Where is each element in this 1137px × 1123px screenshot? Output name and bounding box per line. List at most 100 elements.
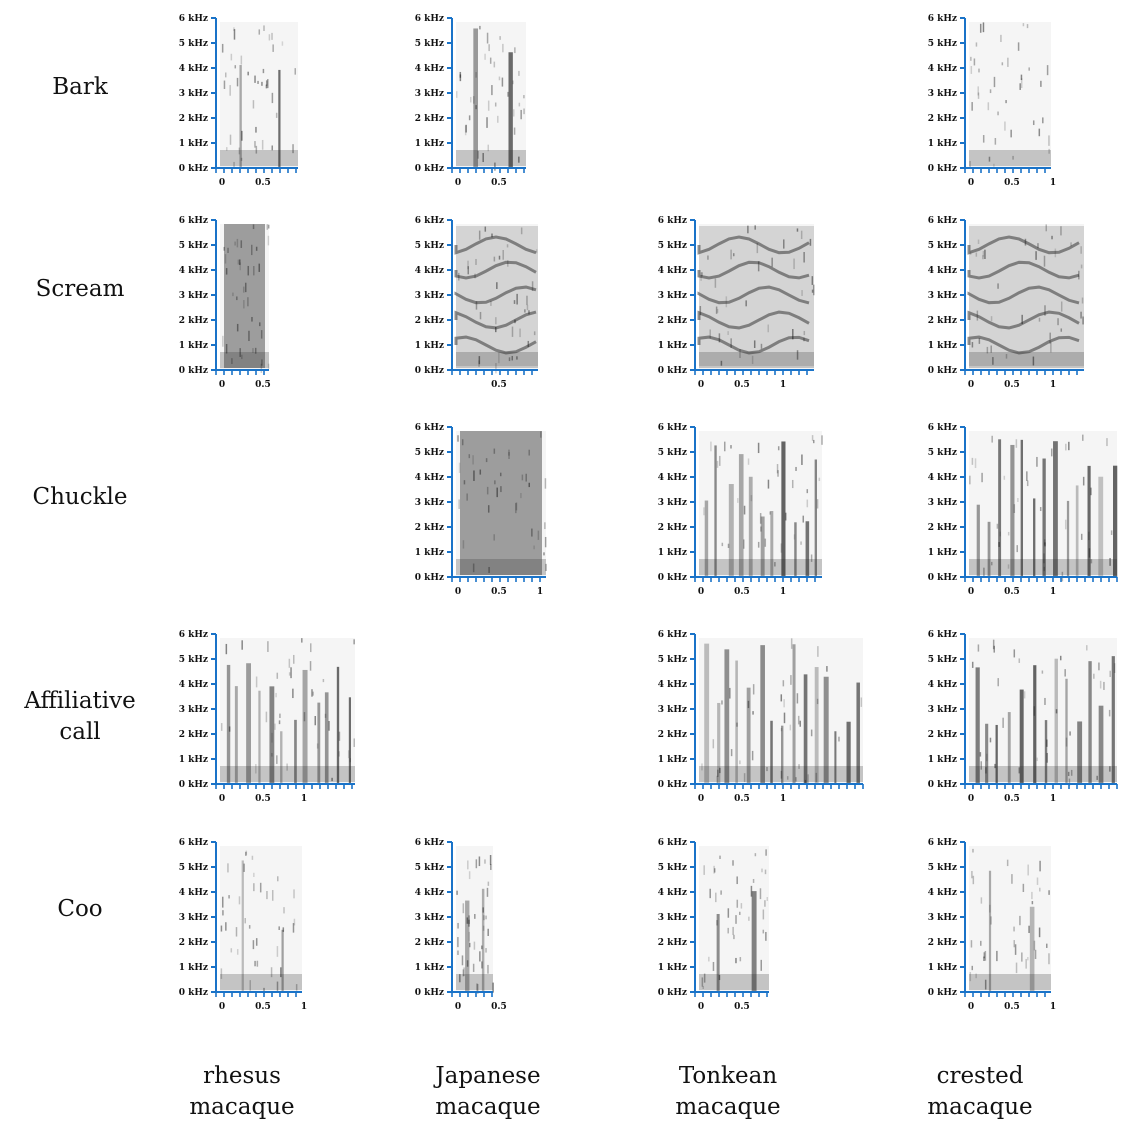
- frequency-tick-label: 6 kHz: [415, 216, 444, 226]
- row-label-line: Scream: [35, 276, 125, 302]
- row-label-line: Affiliative: [24, 688, 136, 714]
- row-label-line: call: [59, 719, 101, 745]
- spectrogram-16: [969, 846, 1051, 992]
- time-tick-label: 0.5: [1004, 178, 1020, 188]
- column-label-line: macaque: [435, 1094, 541, 1120]
- frequency-tick-label: 2 kHz: [658, 730, 687, 740]
- frequency-tick-label: 2 kHz: [658, 938, 687, 948]
- frequency-tick-label: 2 kHz: [415, 316, 444, 326]
- time-tick-label: 1: [1050, 1002, 1056, 1012]
- frequency-tick-label: 0 kHz: [928, 164, 957, 174]
- frequency-tick-label: 4 kHz: [658, 888, 687, 898]
- frequency-tick-label: 6 kHz: [415, 838, 444, 848]
- frequency-tick-label: 0 kHz: [928, 573, 957, 583]
- frequency-tick-label: 1 kHz: [179, 139, 208, 149]
- frequency-tick-label: 0 kHz: [415, 988, 444, 998]
- frequency-tick-label: 0 kHz: [658, 573, 687, 583]
- frequency-tick-label: 0 kHz: [658, 366, 687, 376]
- time-tick-label: 0.5: [734, 1002, 750, 1012]
- frequency-tick-label: 3 kHz: [415, 291, 444, 301]
- spectrogram-0: [220, 22, 298, 169]
- frequency-tick-label: 2 kHz: [928, 523, 957, 533]
- frequency-tick-label: 4 kHz: [658, 266, 687, 276]
- time-tick-label: 0: [219, 1002, 225, 1012]
- spectrogram-1: [456, 22, 526, 171]
- time-tick-label: 0.5: [1004, 794, 1020, 804]
- frequency-tick-label: 3 kHz: [658, 913, 687, 923]
- frequency-tick-label: 5 kHz: [415, 241, 444, 251]
- frequency-tick-label: 5 kHz: [415, 39, 444, 49]
- frequency-tick-label: 5 kHz: [928, 863, 957, 873]
- frequency-tick-label: 4 kHz: [658, 473, 687, 483]
- time-tick-label: 0: [698, 1002, 704, 1012]
- frequency-tick-label: 2 kHz: [658, 316, 687, 326]
- time-tick-label: 1: [301, 1002, 307, 1012]
- frequency-tick-label: 5 kHz: [179, 655, 208, 665]
- spectrogram-3: [220, 224, 270, 373]
- time-tick-label: 1: [1050, 587, 1056, 597]
- column-label-line: Tonkean: [678, 1063, 778, 1089]
- row-label-chuckle: Chuckle: [10, 482, 150, 513]
- frequency-tick-label: 2 kHz: [415, 523, 444, 533]
- frequency-tick-label: 1 kHz: [658, 548, 687, 558]
- row-label-line: Coo: [57, 896, 103, 922]
- frequency-tick-label: 5 kHz: [928, 39, 957, 49]
- column-label-line: macaque: [927, 1094, 1033, 1120]
- time-tick-label: 0: [455, 178, 461, 188]
- time-tick-label: 0.5: [255, 380, 271, 390]
- frequency-tick-label: 5 kHz: [415, 863, 444, 873]
- row-label-affiliative-call: Affiliative call: [10, 686, 150, 748]
- spectrogram-13: [220, 846, 302, 995]
- time-tick-label: 0.5: [491, 587, 507, 597]
- frequency-tick-label: 6 kHz: [928, 423, 957, 433]
- frequency-tick-label: 4 kHz: [928, 266, 957, 276]
- frequency-tick-label: 3 kHz: [928, 913, 957, 923]
- frequency-tick-label: 6 kHz: [179, 216, 208, 226]
- frequency-tick-label: 2 kHz: [928, 114, 957, 124]
- frequency-tick-label: 2 kHz: [179, 938, 208, 948]
- frequency-tick-label: 2 kHz: [179, 316, 208, 326]
- frequency-tick-label: 6 kHz: [179, 630, 208, 640]
- column-label-line: crested: [936, 1063, 1024, 1089]
- spectrogram-8: [699, 431, 823, 577]
- frequency-tick-label: 3 kHz: [179, 705, 208, 715]
- frequency-tick-label: 1 kHz: [928, 139, 957, 149]
- frequency-tick-label: 6 kHz: [179, 838, 208, 848]
- frequency-tick-label: 6 kHz: [658, 216, 687, 226]
- frequency-tick-label: 1 kHz: [179, 341, 208, 351]
- time-tick-label: 1: [1050, 380, 1056, 390]
- time-tick-label: 0.5: [255, 794, 271, 804]
- column-label-japanese: Japanese macaque: [398, 1061, 578, 1123]
- time-tick-label: 0.5: [1004, 587, 1020, 597]
- frequency-tick-label: 0 kHz: [179, 988, 208, 998]
- frequency-tick-label: 1 kHz: [658, 755, 687, 765]
- frequency-tick-label: 4 kHz: [928, 888, 957, 898]
- time-tick-label: 0: [968, 178, 974, 188]
- time-tick-label: 0.5: [491, 1002, 507, 1012]
- time-tick-label: 0.5: [491, 380, 507, 390]
- frequency-tick-label: 0 kHz: [179, 366, 208, 376]
- row-label-scream: Scream: [10, 274, 150, 305]
- frequency-tick-label: 6 kHz: [415, 423, 444, 433]
- time-tick-label: 0: [968, 380, 974, 390]
- frequency-tick-label: 1 kHz: [928, 963, 957, 973]
- frequency-tick-label: 2 kHz: [658, 523, 687, 533]
- time-tick-label: 1: [780, 380, 786, 390]
- row-label-bark: Bark: [10, 72, 150, 103]
- frequency-tick-label: 4 kHz: [928, 473, 957, 483]
- frequency-tick-label: 5 kHz: [658, 863, 687, 873]
- frequency-tick-label: 5 kHz: [415, 448, 444, 458]
- time-tick-label: 1: [301, 794, 307, 804]
- time-tick-label: 0.5: [734, 794, 750, 804]
- spectrogram-6: [967, 224, 1084, 370]
- frequency-tick-label: 1 kHz: [415, 139, 444, 149]
- frequency-tick-label: 1 kHz: [928, 755, 957, 765]
- time-tick-label: 1: [1050, 178, 1056, 188]
- column-label-line: Japanese: [435, 1063, 541, 1089]
- frequency-tick-label: 1 kHz: [179, 755, 208, 765]
- time-tick-label: 0.5: [734, 587, 750, 597]
- frequency-tick-label: 3 kHz: [415, 89, 444, 99]
- frequency-tick-label: 3 kHz: [928, 291, 957, 301]
